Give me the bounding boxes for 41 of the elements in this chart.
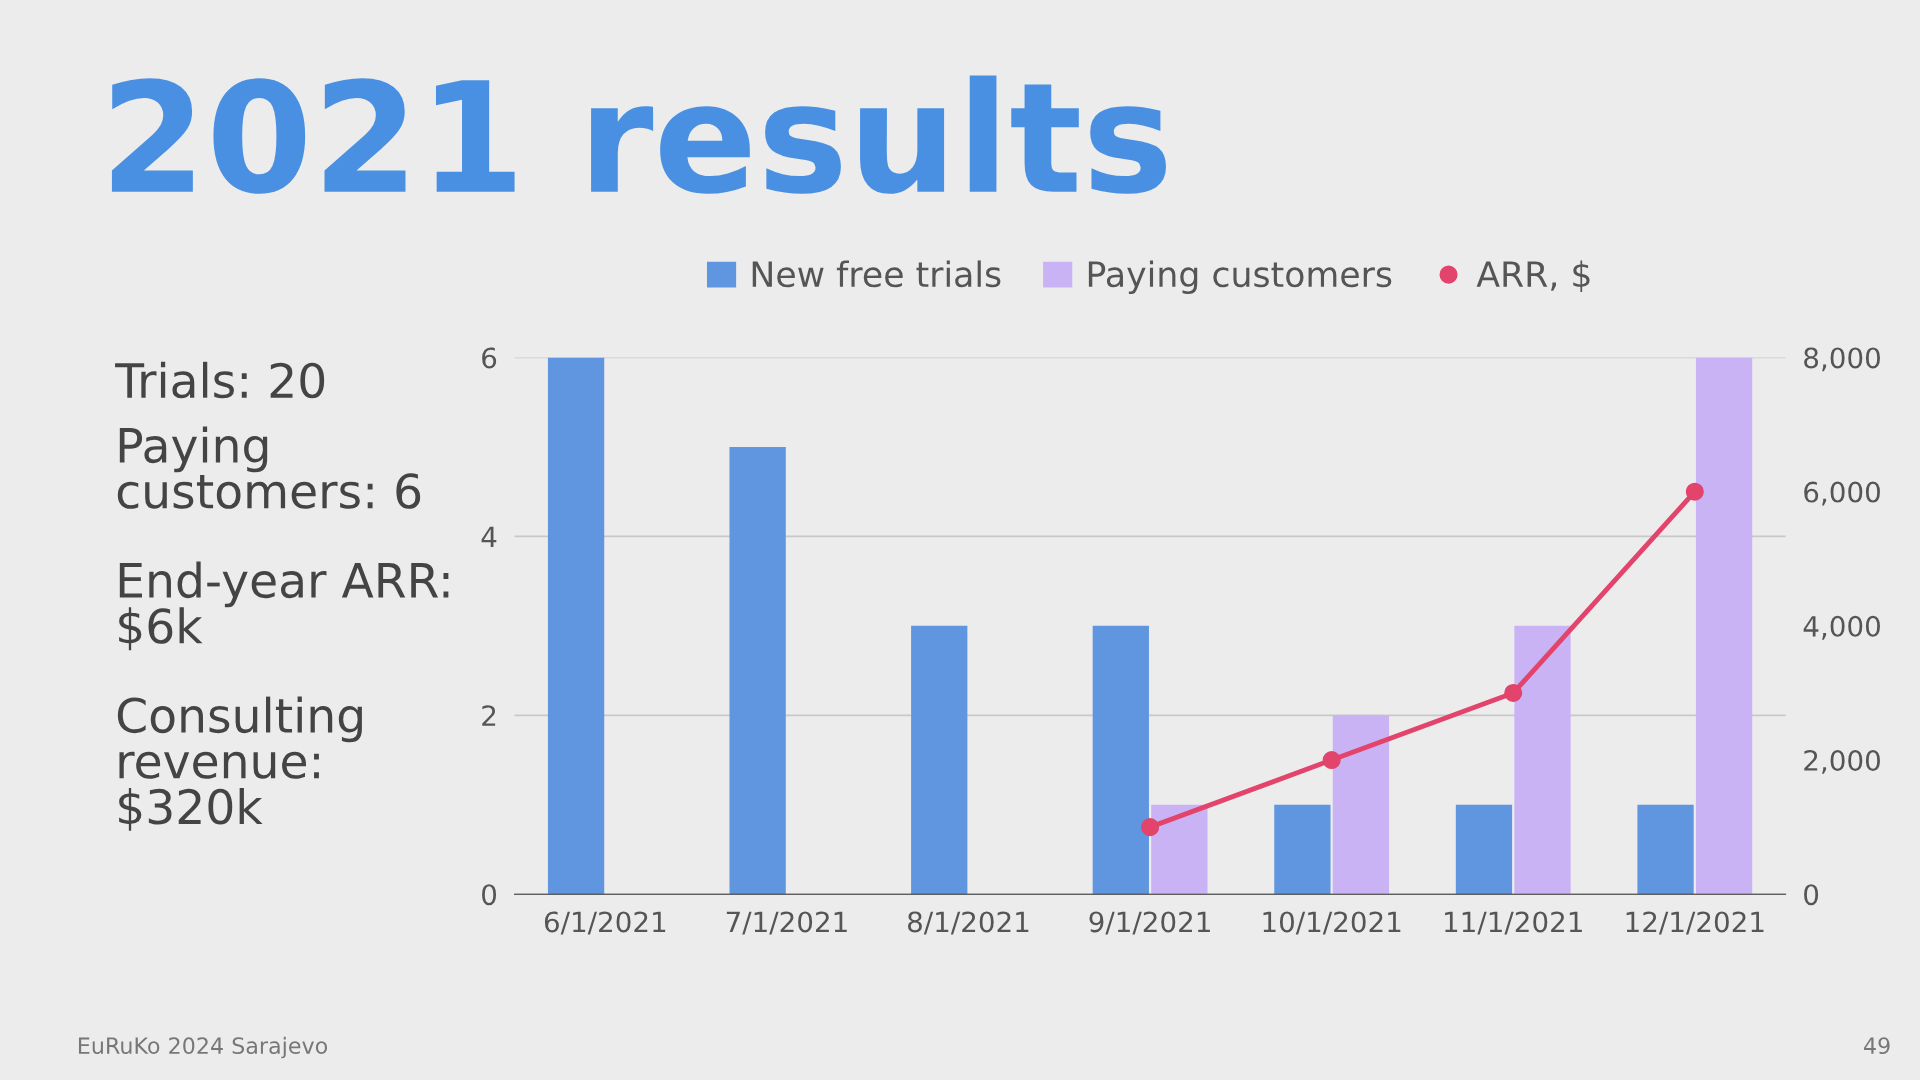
y2-tick-label: 6,000: [1804, 481, 1880, 506]
legend-label: ARR, $: [1476, 260, 1590, 292]
bar: [729, 446, 786, 895]
y-tick-label: 0: [482, 884, 497, 906]
bar: [1514, 625, 1571, 895]
x-tick-label: 7/1/2021: [726, 911, 847, 935]
point: [1322, 751, 1341, 770]
bar: [1637, 804, 1694, 895]
bar: [1274, 804, 1331, 895]
y2-tick-label: 0: [1804, 884, 1819, 906]
x-tick-label: 8/1/2021: [908, 911, 1029, 935]
bar: [1695, 357, 1753, 895]
x-tick-label: 6/1/2021: [544, 911, 666, 935]
bar: [1092, 625, 1149, 895]
text: EuRuKo 2024 Sarajevo: [78, 1036, 328, 1059]
y2-tick-label: 2,000: [1804, 749, 1880, 774]
text: 49: [1864, 1037, 1890, 1055]
text: Paying customers: 6: [117, 426, 421, 509]
legend-label: Paying customers: [1088, 260, 1392, 295]
bar: [1151, 804, 1208, 895]
y-tick-label: 2: [482, 705, 496, 726]
text: End-year ARR: $6k: [119, 561, 449, 651]
x-tick-label: 10/1/2021: [1263, 911, 1401, 935]
y-tick-label: 6: [482, 347, 497, 369]
bar: [1332, 715, 1390, 895]
chart-title: 2021 results: [111, 75, 1166, 194]
bar: [547, 357, 605, 895]
point: [1141, 818, 1160, 837]
legend-label: New free trials: [752, 260, 1001, 288]
y2-tick-label: 4,000: [1803, 615, 1880, 640]
text: Consulting revenue: $320k: [117, 696, 362, 831]
x-tick-label: 12/1/2021: [1626, 911, 1764, 935]
point: [1685, 482, 1704, 501]
y2-tick-label: 8,000: [1804, 347, 1880, 372]
y-tick-label: 4: [481, 526, 497, 547]
bar: [911, 625, 968, 895]
x-tick-label: 9/1/2021: [1089, 911, 1210, 935]
x-tick-label: 11/1/2021: [1445, 911, 1582, 935]
point: [1504, 683, 1523, 702]
bar: [1455, 804, 1513, 895]
text: Trials: 20: [115, 361, 325, 399]
